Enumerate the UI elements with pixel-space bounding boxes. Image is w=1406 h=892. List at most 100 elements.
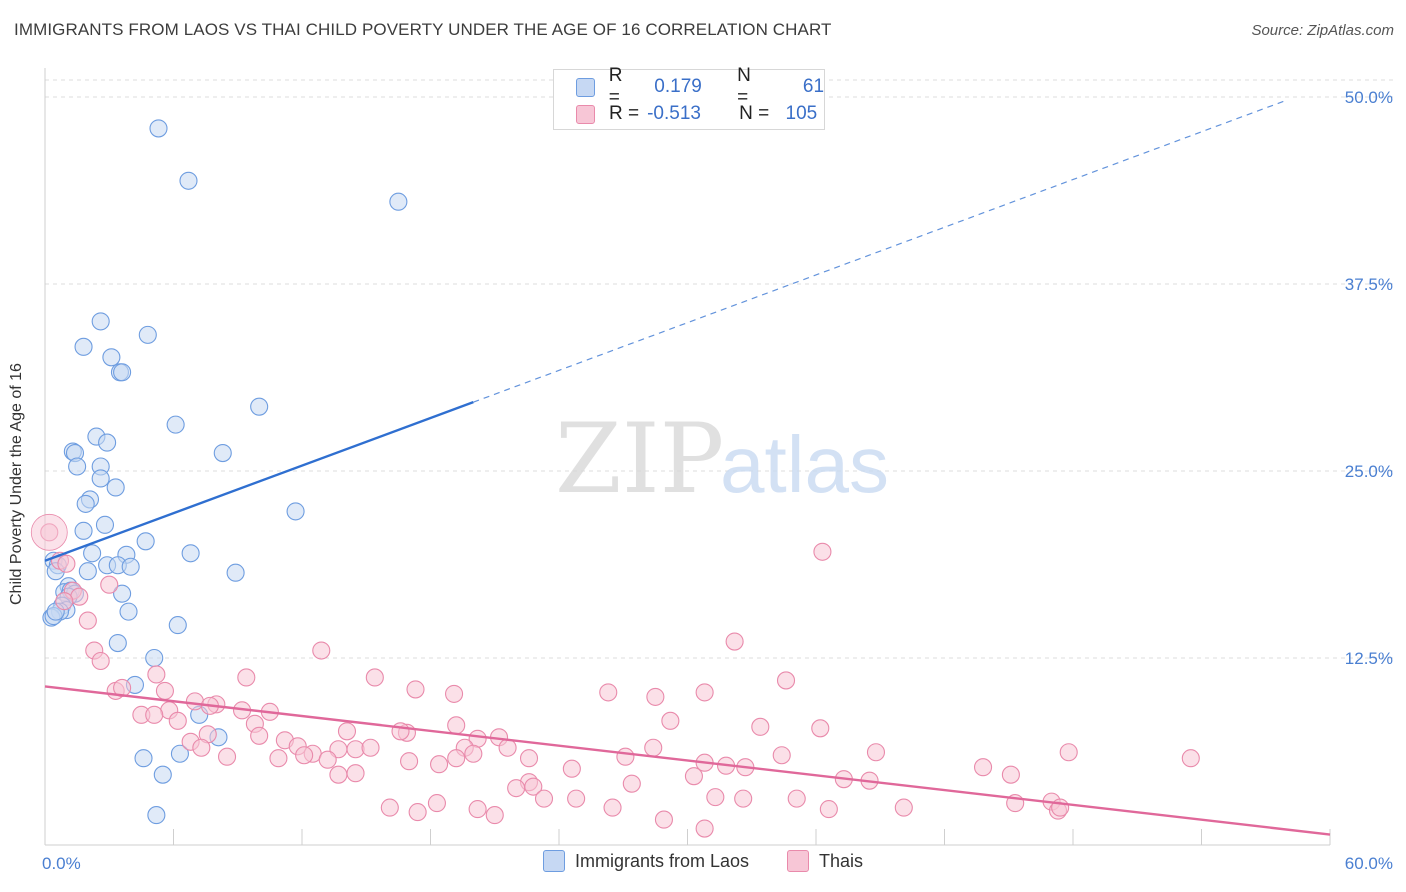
trend-line-thais [44,685,1331,836]
point-laos [113,363,132,382]
point-thais [346,764,365,783]
point-thais [534,789,554,808]
point-thais [567,789,586,808]
point-thais [147,665,166,684]
source-label: Source: ZipAtlas.com [1251,22,1394,39]
stats-row-laos: R = 0.179 N = 61 [576,65,825,108]
point-laos [226,563,245,582]
point-laos [121,557,140,576]
stats-swatch-laos [576,77,595,97]
point-thais [1059,743,1078,762]
point-laos [168,616,187,635]
stats-n-value: 61 [802,76,825,97]
point-thais [894,798,913,817]
point-thais [427,794,446,813]
stats-n-value: 105 [785,103,818,124]
point-thais [866,743,886,762]
stats-r-value: -0.513 [647,103,701,124]
y-axis-label: Child Poverty Under the Age of 16 [8,363,25,605]
series-legend: Immigrants from Laos Thais [0,850,1406,872]
point-thais-large [30,513,68,551]
point-thais [562,759,581,778]
point-thais [603,798,622,817]
point-thais [973,758,993,777]
point-thais [661,711,680,730]
point-thais [337,722,357,741]
point-laos [83,544,102,563]
point-laos [149,119,168,138]
point-thais [269,749,288,768]
legend-item-laos: Immigrants from Laos [542,850,750,872]
point-laos [98,433,117,452]
point-thais [616,747,635,766]
legend-swatch-thais [787,850,810,872]
point-thais [819,800,838,819]
point-laos [134,749,153,768]
point-thais [318,750,337,769]
tick-labels: 12.5% 25.0% 37.5% 50.0% 0.0% 60.0% [42,88,1393,873]
point-laos [76,494,95,513]
point-thais [346,740,365,759]
point-thais [813,542,832,561]
point-laos [136,532,155,551]
axes [44,68,1331,846]
point-thais [751,717,770,736]
point-thais [408,803,427,822]
point-laos [147,806,166,825]
point-laos [74,337,93,356]
stats-n-label: N = [739,103,770,124]
point-thais [380,798,399,817]
point-thais [519,749,539,768]
point-thais [695,819,714,838]
point-laos [179,171,198,190]
stats-r-value: 0.179 [654,76,702,97]
point-thais [57,554,76,573]
point-laos [166,415,185,434]
point-thais [599,683,618,702]
y-tick-label: 12.5% [1345,649,1393,668]
point-laos [153,765,172,784]
point-thais [507,779,526,798]
trend-extension-laos [473,99,1288,403]
data-points [30,119,1200,838]
stats-row-thais: R = -0.513 N = 105 [576,101,817,127]
point-thais [70,587,89,606]
point-thais [654,810,673,829]
point-thais [725,632,744,651]
grid-lines [45,79,1395,659]
x-tick-label: 0.0% [42,854,81,873]
point-thais [646,687,665,706]
point-thais [684,767,703,786]
point-thais [155,681,174,700]
point-thais [185,692,204,711]
point-thais [365,668,384,687]
y-tick-label: 25.0% [1345,462,1393,481]
point-thais [312,641,331,660]
point-laos [91,469,110,488]
legend-label-laos: Immigrants from Laos [574,850,750,871]
point-thais [391,722,410,741]
point-laos [286,502,305,521]
point-thais [695,683,714,702]
point-laos [119,602,138,621]
point-thais [192,738,211,757]
point-thais [361,738,380,757]
point-laos [113,584,132,603]
point-thais [91,651,110,671]
stats-r-label: R = [609,103,640,124]
point-thais [250,726,269,745]
point-thais [498,738,517,757]
point-thais [772,746,791,765]
stats-legend: R = 0.179 N = 61 R = -0.513 N = 105 [553,65,825,130]
point-thais [78,611,97,630]
point-thais [295,746,314,765]
y-axis-label-wrap: Child Poverty Under the Age of 16 [8,213,26,605]
point-thais [464,744,483,763]
point-thais [145,705,164,724]
stats-swatch-thais [576,104,595,124]
point-thais [55,592,74,611]
legend-label-thais: Thais [819,850,864,871]
point-laos [181,544,200,563]
point-thais [706,788,725,807]
